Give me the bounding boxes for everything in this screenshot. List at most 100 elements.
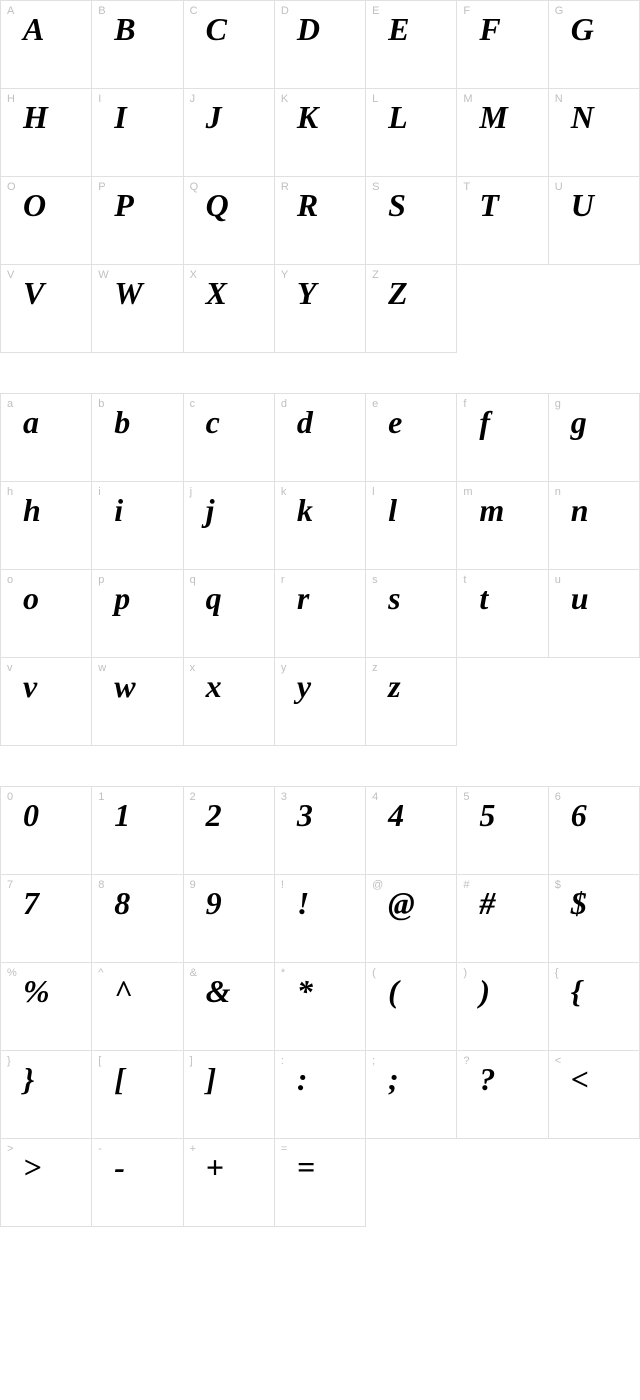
glyph-cell: ;; [366,1051,457,1139]
glyph-character: G [571,11,594,48]
glyph-character: l [388,492,397,529]
glyph-grid: aabbccddeeffgghhiijjkkllmmnnooppqqrrsstt… [0,393,640,746]
glyph-label: h [7,486,13,498]
glyph-cell: }} [1,1051,92,1139]
glyph-label: W [98,269,108,281]
glyph-section-lowercase: aabbccddeeffgghhiijjkkllmmnnooppqqrrsstt… [0,393,640,746]
glyph-cell: 22 [184,787,275,875]
glyph-cell: ee [366,394,457,482]
glyph-character: D [297,11,320,48]
glyph-cell: ?? [457,1051,548,1139]
glyph-character: I [114,99,126,136]
glyph-label: S [372,181,379,193]
glyph-character: ? [479,1061,495,1098]
glyph-cell: ss [366,570,457,658]
glyph-cell: gg [549,394,640,482]
glyph-label: 5 [463,791,469,803]
glyph-character: % [23,973,50,1010]
glyph-cell: EE [366,1,457,89]
glyph-character: N [571,99,594,136]
glyph-specimen-container: AABBCCDDEEFFGGHHIIJJKKLLMMNNOOPPQQRRSSTT… [0,0,640,1227]
glyph-label: U [555,181,563,193]
glyph-cell: << [549,1051,640,1139]
glyph-cell: == [275,1139,366,1227]
glyph-cell: II [92,89,183,177]
glyph-section-uppercase: AABBCCDDEEFFGGHHIIJJKKLLMMNNOOPPQQRRSSTT… [0,0,640,353]
glyph-cell: @@ [366,875,457,963]
glyph-cell: YY [275,265,366,353]
glyph-label: ^ [98,967,103,979]
glyph-label: i [98,486,100,498]
glyph-label: # [463,879,469,891]
glyph-cell: cc [184,394,275,482]
glyph-character: z [388,668,400,705]
glyph-character: + [206,1149,224,1186]
glyph-character: - [114,1149,125,1186]
glyph-cell: ww [92,658,183,746]
glyph-cell: 00 [1,787,92,875]
glyph-character: ^ [114,973,132,1010]
glyph-label: s [372,574,378,586]
glyph-cell: uu [549,570,640,658]
glyph-label: ( [372,967,376,979]
glyph-cell: 77 [1,875,92,963]
glyph-label: 6 [555,791,561,803]
glyph-cell: pp [92,570,183,658]
glyph-cell: hh [1,482,92,570]
glyph-character: Z [388,275,408,312]
glyph-character: 0 [23,797,39,834]
glyph-label: F [463,5,470,17]
glyph-character: } [23,1061,34,1098]
glyph-character: ; [388,1061,399,1098]
glyph-label: G [555,5,564,17]
glyph-character: v [23,668,37,705]
glyph-label: 1 [98,791,104,803]
glyph-label: : [281,1055,284,1067]
glyph-character: n [571,492,589,529]
glyph-cell: %% [1,963,92,1051]
glyph-label: b [98,398,104,410]
glyph-label: M [463,93,472,105]
glyph-label: f [463,398,466,410]
glyph-character: r [297,580,309,617]
glyph-label: 0 [7,791,13,803]
glyph-character: 5 [479,797,495,834]
glyph-character: O [23,187,46,224]
glyph-label: 9 [190,879,196,891]
glyph-cell: qq [184,570,275,658]
glyph-character: ( [388,973,399,1010]
glyph-character: a [23,404,39,441]
glyph-character: M [479,99,507,136]
glyph-cell: 99 [184,875,275,963]
glyph-character: ) [479,973,490,1010]
glyph-cell: JJ [184,89,275,177]
glyph-label: = [281,1143,287,1155]
glyph-label: v [7,662,13,674]
glyph-character: j [206,492,215,529]
glyph-character: * [297,973,313,1010]
glyph-cell: ZZ [366,265,457,353]
glyph-cell: >> [1,1139,92,1227]
glyph-label: q [190,574,196,586]
glyph-label: @ [372,879,383,891]
glyph-section-numbers-symbols: 00112233445566778899!!@@##$$%%^^&&**(())… [0,786,640,1227]
glyph-cell: )) [457,963,548,1051]
glyph-cell: kk [275,482,366,570]
glyph-cell: DD [275,1,366,89]
glyph-character: s [388,580,400,617]
glyph-cell: yy [275,658,366,746]
glyph-character: & [206,973,231,1010]
glyph-cell: MM [457,89,548,177]
glyph-label: & [190,967,197,979]
glyph-cell: vv [1,658,92,746]
glyph-label: ! [281,879,284,891]
glyph-label: t [463,574,466,586]
glyph-cell: AA [1,1,92,89]
glyph-cell: ## [457,875,548,963]
glyph-label: L [372,93,378,105]
glyph-character: > [23,1149,41,1186]
glyph-label: ] [190,1055,193,1067]
glyph-cell: ^^ [92,963,183,1051]
glyph-character: T [479,187,499,224]
glyph-character: X [206,275,227,312]
